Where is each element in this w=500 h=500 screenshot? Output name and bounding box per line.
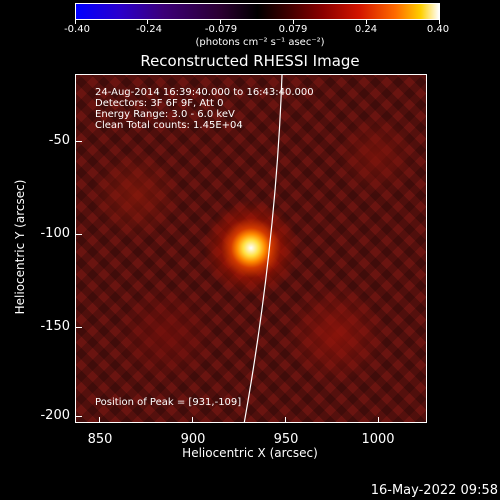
x-tick xyxy=(378,417,379,423)
x-tick xyxy=(192,417,193,423)
colorbar-tick xyxy=(293,20,294,24)
colorbar-tick-label: 0.079 xyxy=(278,24,308,35)
colorbar-units: (photons cm⁻² s⁻¹ asec⁻²) xyxy=(195,37,325,48)
colorbar-tick xyxy=(147,20,148,24)
x-tick-label: 950 xyxy=(273,432,299,447)
y-axis-label: Heliocentric Y (arcsec) xyxy=(13,179,27,315)
colorbar-tick-label: -0.24 xyxy=(136,24,162,35)
colorbar-tick xyxy=(75,20,76,24)
info-counts: Clean Total counts: 1.45E+04 xyxy=(95,120,243,131)
x-tick-label: 900 xyxy=(180,432,206,447)
y-tick xyxy=(76,141,82,142)
y-tick xyxy=(76,327,82,328)
plot-title: Reconstructed RHESSI Image xyxy=(140,52,360,70)
colorbar xyxy=(75,3,440,20)
y-tick-label: -50 xyxy=(48,133,70,148)
colorbar-tick-label: 0.40 xyxy=(426,24,450,35)
x-tick xyxy=(99,417,100,423)
x-tick-label: 850 xyxy=(87,432,113,447)
colorbar-tick xyxy=(439,20,440,24)
solar-limb-line xyxy=(243,75,283,422)
colorbar-tick-label: 0.24 xyxy=(354,24,378,35)
y-tick-label: -100 xyxy=(40,226,70,241)
colorbar-tick xyxy=(366,20,367,24)
x-tick-label: 1000 xyxy=(361,432,395,447)
colorbar-tick xyxy=(220,20,221,24)
x-axis-label: Heliocentric X (arcsec) xyxy=(182,446,318,460)
info-detectors: Detectors: 3F 6F 9F, Att 0 xyxy=(95,98,224,109)
info-energy-range: Energy Range: 3.0 - 6.0 keV xyxy=(95,109,235,120)
info-time-range: 24-Aug-2014 16:39:40.000 to 16:43:40.000 xyxy=(95,87,314,98)
x-tick xyxy=(285,417,286,423)
y-tick xyxy=(76,416,82,417)
timestamp: 16-May-2022 09:58 xyxy=(370,483,498,498)
y-tick-label: -200 xyxy=(40,408,70,423)
y-tick-label: -150 xyxy=(40,319,70,334)
colorbar-tick-label: -0.40 xyxy=(64,24,90,35)
colorbar-tick-label: -0.079 xyxy=(204,24,238,35)
y-tick xyxy=(76,234,82,235)
peak-position-label: Position of Peak = [931,-109] xyxy=(95,397,242,408)
rhessi-image: 24-Aug-2014 16:39:40.000 to 16:43:40.000… xyxy=(75,74,427,423)
